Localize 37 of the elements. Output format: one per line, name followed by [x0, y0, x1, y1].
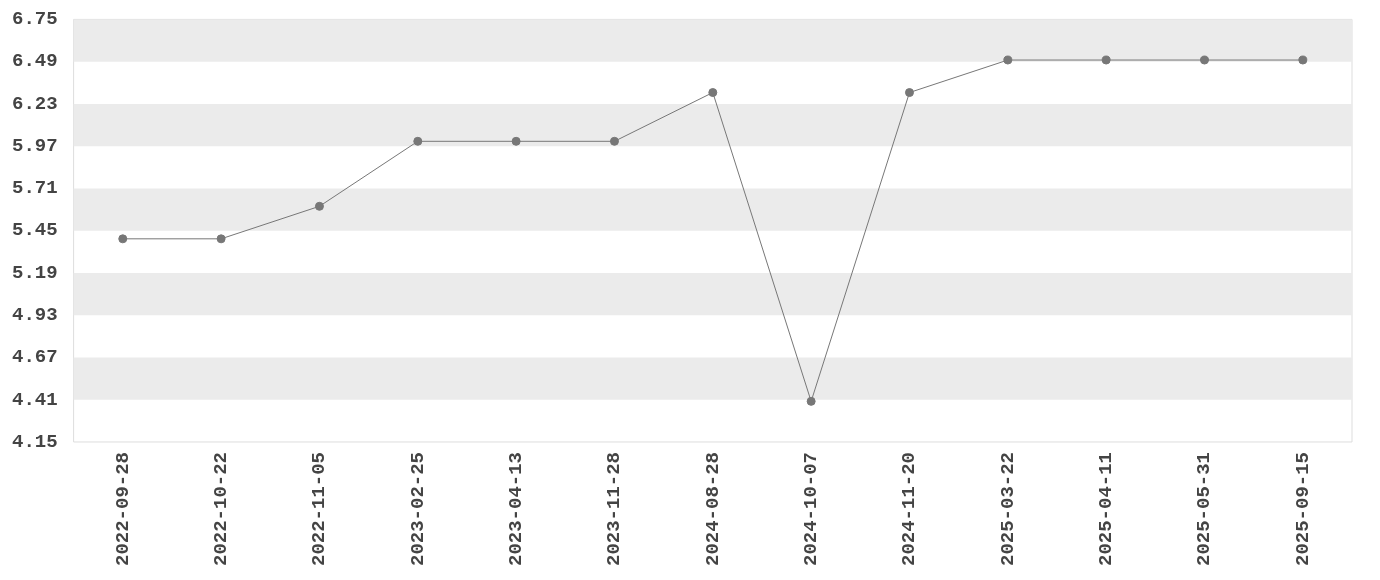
- point: [314, 201, 324, 211]
- y-tick-label: 4.93: [12, 303, 58, 326]
- x-tick-label: 2025-04-11: [1094, 451, 1117, 567]
- x-tick-label: 2022-11-05: [308, 451, 331, 567]
- x-tick-label: 2022-10-22: [209, 451, 232, 567]
- x-tick-label: 2024-08-28: [701, 451, 724, 567]
- point: [1298, 55, 1308, 65]
- x-tick-label: 2023-04-13: [504, 451, 527, 567]
- point: [511, 136, 521, 146]
- y-tick-label: 6.75: [12, 8, 58, 31]
- point: [708, 88, 718, 98]
- y-tick-label: 4.15: [12, 430, 58, 453]
- x-tick-label: 2023-02-25: [406, 451, 429, 567]
- point: [216, 234, 226, 244]
- y-tick-label: 4.41: [12, 388, 58, 411]
- point: [1101, 55, 1111, 65]
- x-tick-label: 2023-11-28: [603, 451, 626, 567]
- point: [413, 136, 423, 146]
- x-tick-label: 2025-03-22: [996, 451, 1019, 567]
- point: [118, 234, 128, 244]
- y-tick-label: 4.67: [12, 346, 58, 369]
- y-tick-label: 5.71: [12, 177, 58, 200]
- x-tick-label: 2025-09-15: [1291, 451, 1314, 567]
- y-tick-label: 5.45: [12, 219, 58, 242]
- point: [806, 396, 816, 406]
- point: [904, 88, 914, 98]
- x-tick-label: 2024-11-20: [898, 451, 921, 567]
- point: [609, 136, 619, 146]
- x-tick-label: 2025-05-31: [1193, 451, 1216, 567]
- y-tick-label: 6.23: [12, 92, 58, 115]
- x-tick-label: 2024-10-07: [799, 451, 822, 567]
- y-tick-label: 5.19: [12, 261, 58, 284]
- point: [1199, 55, 1209, 65]
- x-tick-label: 2022-09-28: [111, 451, 134, 567]
- y-tick-label: 5.97: [12, 134, 58, 157]
- y-tick-label: 6.49: [12, 50, 58, 73]
- point: [1003, 55, 1013, 65]
